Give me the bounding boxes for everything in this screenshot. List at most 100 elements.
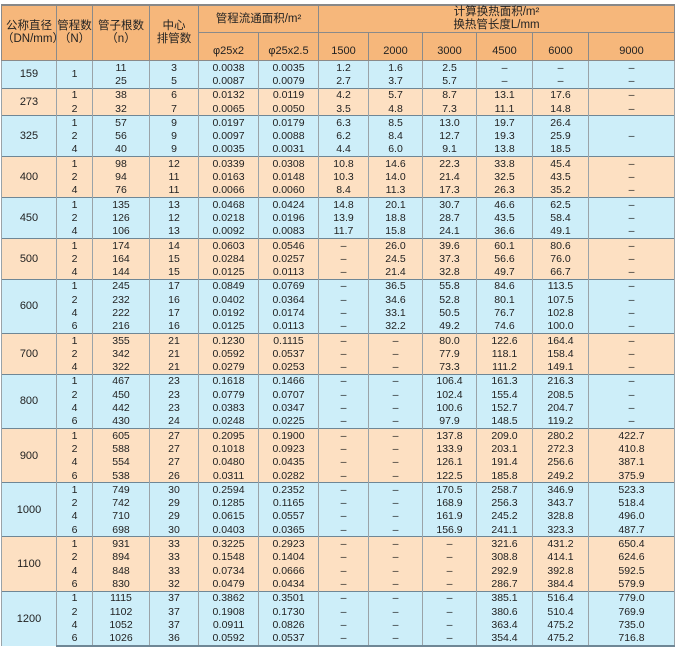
cell-area-1500: – — [318, 428, 370, 443]
cell-area-4500: – — [476, 74, 534, 89]
cell-passes: 4 — [56, 306, 93, 320]
cell-area-2000: – — [368, 590, 424, 605]
cell-area-3000: 52.8 — [422, 293, 478, 307]
cell-area-2000: – — [368, 373, 424, 389]
cell-center: 29 — [149, 496, 199, 510]
cell-area-2000: – — [368, 428, 424, 443]
cell-area-1500: – — [318, 536, 370, 551]
cell-area-4500: 43.5 — [476, 211, 534, 225]
cell-passes: 4 — [56, 224, 93, 239]
table-row: 273 1 38 6 0.0132 0.0119 4.2 5.7 8.7 13.1 17.6– — [1, 87, 675, 116]
cell-area-2000: – — [368, 482, 424, 497]
cell-tubes: 355 — [92, 332, 150, 348]
cell-flow-25x2.5: 0.0031 — [257, 142, 320, 157]
table-row: 2 164 15 0.0284 0.0257–24.5 37.3 56.6 76.0– — [2, 252, 675, 266]
cell-passes: 2 — [56, 442, 93, 456]
cell-passes: 6 — [56, 631, 93, 647]
cell-flow-25x2: 0.0479 — [198, 577, 259, 592]
cell-area-4500: 380.6 — [476, 604, 534, 619]
cell-tubes: 1115 — [92, 590, 150, 605]
cell-center: 12 — [149, 156, 199, 171]
cell-area-1500: – — [318, 373, 370, 389]
cell-area-6000: 49.1 — [532, 224, 590, 239]
cell-area-3000: 30.7 — [422, 196, 478, 212]
cell-area-4500: 46.6 — [476, 196, 534, 212]
cell-center: 17 — [149, 278, 199, 294]
cell-area-3000: – — [422, 604, 478, 619]
cell-area-3000: 80.0 — [422, 332, 478, 348]
cell-flow-25x2: 0.0468 — [198, 196, 259, 212]
cell-area-4500: 36.6 — [476, 224, 534, 239]
cell-area-9000: – — [588, 101, 675, 116]
cell-area-4500: 185.8 — [476, 468, 534, 483]
cell-center: 21 — [149, 360, 199, 375]
table-row: 6 830 32 0.0479 0.0434– – –286.7 384.4 579.9 — [2, 577, 675, 592]
cell-area-6000: 208.5 — [532, 388, 590, 402]
header-dn: 公称直径 （DN/mm） — [1, 4, 64, 61]
cell-area-1500: – — [318, 550, 370, 564]
cell-area-1500: 6.3 — [318, 115, 370, 130]
cell-tubes: 467 — [92, 373, 150, 389]
header-passes-line2: （N） — [58, 33, 91, 45]
cell-area-9000: – — [588, 306, 675, 320]
cell-center: 26 — [149, 468, 199, 483]
cell-area-2000: – — [368, 536, 424, 551]
cell-area-6000: 475.2 — [532, 618, 590, 632]
cell-center: 16 — [149, 319, 199, 334]
cell-passes: 6 — [56, 577, 93, 592]
cell-area-1500: 14.8 — [318, 196, 370, 212]
header-length-2000: 2000 — [368, 32, 424, 61]
cell-area-3000: – — [422, 590, 478, 605]
cell-area-2000: 11.3 — [368, 183, 424, 198]
cell-area-9000: – — [588, 347, 675, 361]
cell-tubes: 56 — [92, 129, 150, 143]
cell-dn: 1000 — [1, 482, 57, 537]
cell-area-2000: – — [368, 347, 424, 361]
cell-area-4500: 385.1 — [476, 590, 534, 605]
cell-area-3000: 22.3 — [422, 156, 478, 171]
header-length-1500: 1500 — [318, 32, 370, 61]
table-row: 2 126 12 0.0218 0.0196 13.9 18.8 28.7 43.5 58.4– — [2, 211, 675, 225]
cell-area-9000: – — [588, 414, 675, 429]
cell-area-2000: – — [368, 604, 424, 619]
table-row: 800 1 467 23 0.1618 0.1466– –106.4 161.3 216.3– — [1, 373, 675, 429]
table-row: 2 32 7 0.0065 0.0050 3.5 4.8 7.3 11.1 14.8– — [2, 101, 675, 116]
cell-flow-25x2.5: 0.0434 — [257, 577, 320, 592]
cell-area-1500: – — [318, 563, 370, 578]
cell-flow-25x2.5: 0.0196 — [257, 211, 320, 225]
cell-area-6000: 119.2 — [532, 414, 590, 429]
cell-area-4500: 11.1 — [476, 101, 534, 116]
cell-area-4500: 161.3 — [476, 373, 534, 389]
cell-area-4500: 84.6 — [476, 278, 534, 294]
cell-area-4500: 292.9 — [476, 563, 534, 578]
cell-area-9000: – — [588, 156, 675, 171]
cell-area-9000: – — [588, 87, 675, 102]
cell-area-9000: – — [588, 388, 675, 402]
cell-area-2000: – — [368, 332, 424, 348]
cell-area-9000: – — [588, 196, 675, 212]
header-passes: 管程数 （N） — [56, 4, 93, 61]
cell-flow-25x2: 0.0911 — [198, 618, 259, 632]
cell-passes: 6 — [56, 468, 93, 483]
cell-area-2000: 4.8 — [368, 101, 424, 116]
header-tubes: 管子根数 （n） — [92, 4, 150, 61]
cell-center: 14 — [149, 237, 199, 253]
cell-center: 13 — [149, 224, 199, 239]
cell-area-6000: 431.2 — [532, 536, 590, 551]
cell-tubes: 76 — [92, 183, 150, 198]
cell-passes: 4 — [56, 618, 93, 632]
cell-area-6000: 516.4 — [532, 590, 590, 605]
cell-center: 30 — [149, 523, 199, 537]
table-row: 4 144 15 0.0125 0.0113–21.4 32.8 49.7 66.7– — [2, 265, 675, 280]
cell-area-4500: 56.6 — [476, 252, 534, 266]
cell-area-3000: 126.1 — [422, 455, 478, 469]
cell-area-4500: 13.1 — [476, 87, 534, 102]
cell-center: 6 — [149, 87, 199, 102]
cell-passes: 2 — [56, 129, 93, 143]
cell-passes: 2 — [56, 604, 93, 619]
cell-area-2000: – — [368, 509, 424, 524]
cell-area-9000: – — [588, 265, 675, 280]
cell-area-1500: 10.8 — [318, 156, 370, 171]
cell-area-1500: 2.7 — [318, 74, 370, 89]
cell-area-4500: 19.7 — [476, 115, 534, 130]
